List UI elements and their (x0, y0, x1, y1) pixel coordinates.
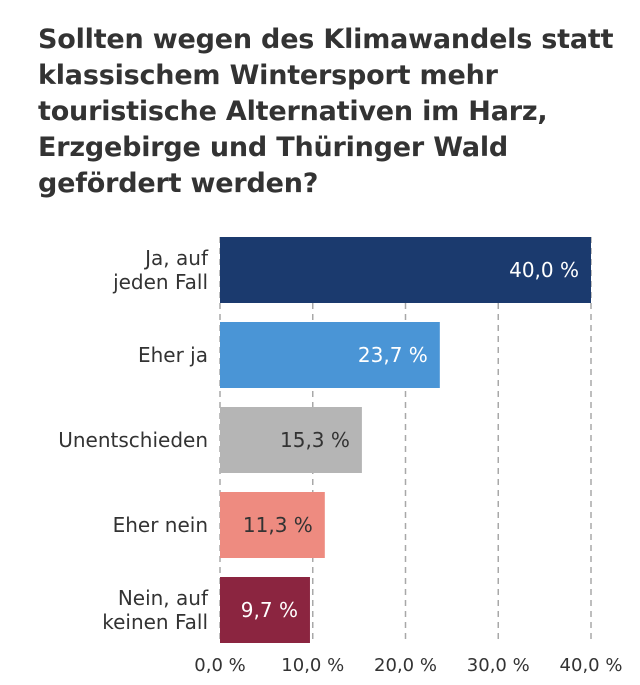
bars: 40,0 % 23,7 % 15,3 % 11,3 % 9,7 % (220, 237, 591, 643)
bar (220, 492, 325, 558)
x-tick-label: 10,0 % (281, 655, 344, 676)
category-label: Ja, auf jeden Fall (112, 246, 209, 294)
x-tick-label: 20,0 % (374, 655, 437, 676)
data-label: 40,0 % (509, 258, 579, 282)
category-label: Unentschieden (58, 428, 208, 452)
category-label: Eher nein (113, 513, 208, 537)
category-label: Nein, auf keinen Fall (102, 586, 209, 634)
bar (220, 407, 362, 473)
x-tick-label: 40,0 % (560, 655, 623, 676)
x-tick-label: 30,0 % (467, 655, 530, 676)
x-tick-label: 0,0 % (194, 655, 245, 676)
data-label: 23,7 % (358, 343, 428, 367)
x-axis-ticks: 0,0 % 10,0 % 20,0 % 30,0 % 40,0 % (194, 655, 622, 676)
chart-title: Sollten wegen des Klimawandels statt kla… (38, 24, 614, 199)
bar (220, 577, 310, 643)
data-label: 15,3 % (280, 428, 350, 452)
bar (220, 322, 440, 388)
data-label: 9,7 % (241, 598, 298, 622)
bar (220, 237, 591, 303)
category-labels: Ja, auf jeden Fall Eher ja Unentschieden Ehe… (58, 246, 209, 634)
data-label: 11,3 % (243, 513, 313, 537)
category-label: Eher ja (138, 343, 208, 367)
